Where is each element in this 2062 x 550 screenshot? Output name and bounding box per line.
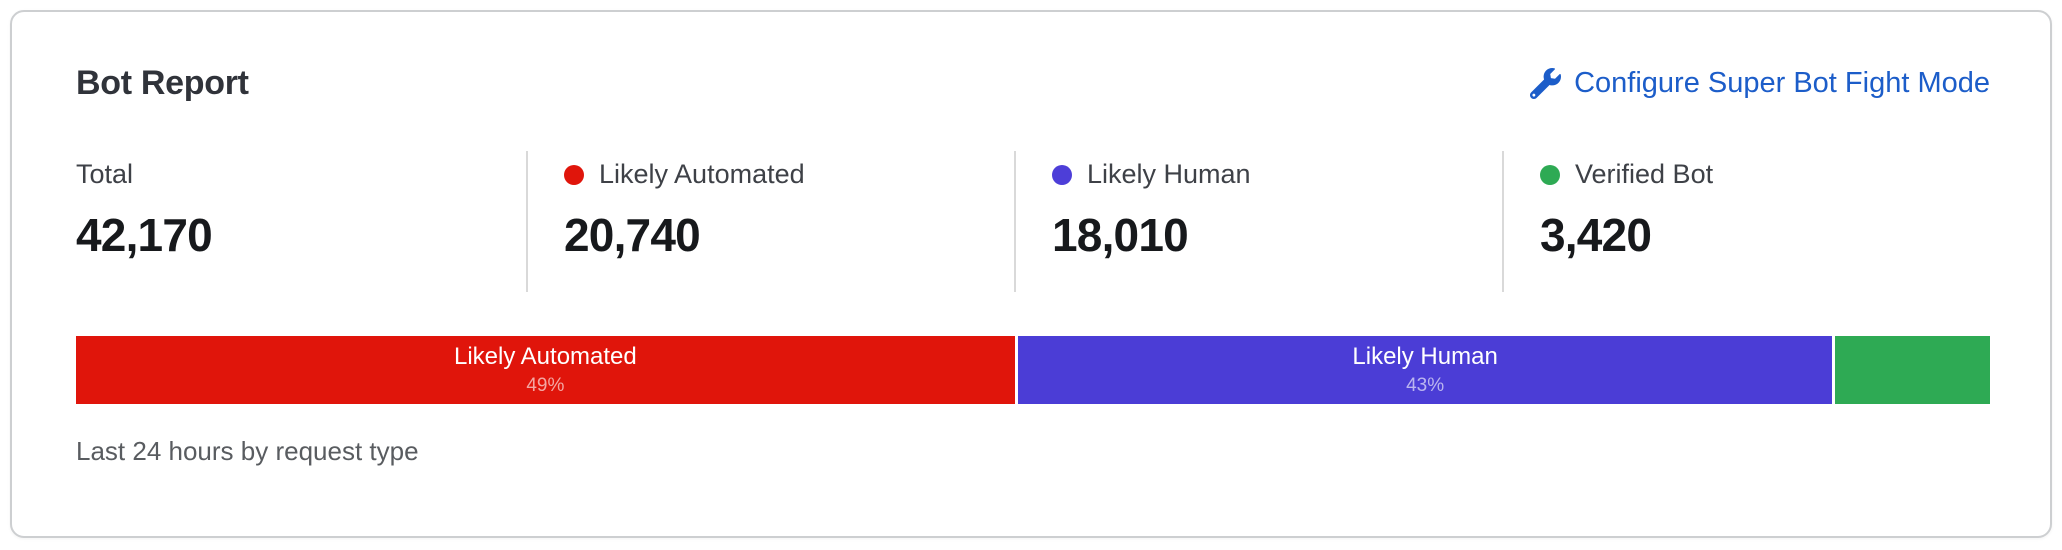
bar-segment-likely-human[interactable]: Likely Human 43% [1017, 336, 1833, 404]
bar-segment-label: Likely Automated [453, 342, 637, 370]
stat-label: Total [76, 159, 134, 189]
stat-label: Likely Automated [599, 159, 805, 189]
stat-label: Verified Bot [1575, 159, 1714, 189]
wrench-icon [1530, 68, 1562, 99]
bot-report-card: Bot Report Configure Super Bot Fight Mod… [10, 10, 2052, 538]
stat-likely-automated: Likely Automated 20,740 [526, 151, 1014, 292]
footer-caption: Last 24 hours by request type [76, 436, 419, 466]
page-title: Bot Report [76, 64, 249, 102]
stacked-bar: Likely Automated 49% Likely Human 43% [76, 336, 1990, 404]
card-header: Bot Report Configure Super Bot Fight Mod… [76, 64, 1990, 103]
stat-label: Likely Human [1087, 159, 1251, 189]
stat-value: 3,420 [1540, 209, 1652, 261]
bar-segment-verified-bot[interactable] [1835, 336, 1990, 404]
stat-value: 18,010 [1052, 209, 1189, 261]
stat-verified-bot: Verified Bot 3,420 [1502, 151, 1990, 292]
likely-human-dot-icon [1052, 164, 1072, 185]
configure-super-bot-fight-mode-link[interactable]: Configure Super Bot Fight Mode [1530, 67, 1990, 100]
stat-likely-human: Likely Human 18,010 [1014, 151, 1502, 292]
bar-segment-percent: 49% [526, 374, 565, 396]
stat-value: 20,740 [564, 209, 701, 261]
bar-segment-likely-automated[interactable]: Likely Automated 49% [76, 336, 1015, 404]
stat-value: 42,170 [76, 209, 213, 261]
bar-segment-percent: 43% [1406, 374, 1445, 396]
verified-bot-dot-icon [1540, 164, 1560, 185]
likely-automated-dot-icon [564, 164, 584, 185]
stats-row: Total 42,170 Likely Automated 20,740 Lik… [76, 151, 1990, 292]
bar-segment-label: Likely Human [1352, 342, 1498, 370]
stat-total: Total 42,170 [76, 151, 526, 292]
configure-link-label: Configure Super Bot Fight Mode [1574, 67, 1990, 99]
